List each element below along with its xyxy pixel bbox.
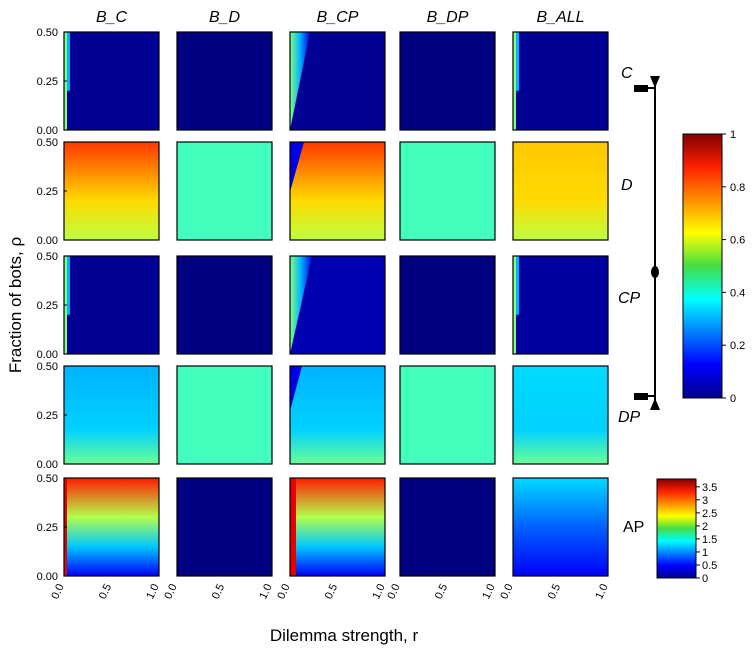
- oval-marker: [651, 266, 659, 278]
- heatmap-cell: [399, 141, 496, 241]
- heatmap-cell: [289, 31, 386, 131]
- x-tick-label: 0.5: [210, 582, 227, 601]
- column-title: B_ALL: [536, 9, 584, 26]
- y-tick-label: 0.25: [37, 300, 58, 312]
- colorbar-tick-label: 0.4: [730, 287, 745, 299]
- y-tick-label: 0.50: [37, 251, 58, 263]
- y-tick-label: 0.25: [37, 410, 58, 422]
- heatmap-cell: [512, 365, 609, 465]
- colorbar-ap-tick-label: 2: [702, 521, 708, 533]
- colorbar-ap-tick-label: 2.5: [702, 508, 717, 520]
- heatmap-cell: [289, 477, 386, 577]
- colorbar-ap-tick-label: 3: [702, 495, 708, 507]
- row-label: D: [621, 177, 633, 194]
- x-tick-label: 1.0: [144, 582, 161, 601]
- y-tick-label: 0.25: [37, 76, 58, 88]
- x-tick-label: 0.5: [323, 582, 340, 601]
- heatmap-cell: [512, 477, 609, 577]
- colorbar-ap-tick-label: 1: [702, 547, 708, 559]
- y-tick-label: 0.00: [37, 459, 58, 471]
- heatmap-cell: [289, 141, 386, 241]
- colorbar-ap-tick-label: 0.5: [702, 560, 717, 572]
- y-tick-label: 0.25: [37, 522, 58, 534]
- bar-marker-c: [634, 85, 648, 92]
- y-tick-label: 0.50: [37, 473, 58, 485]
- colorbar-tick-label: 0: [730, 393, 736, 405]
- y-tick-label: 0.50: [37, 137, 58, 149]
- heatmap-cell: [289, 365, 386, 465]
- x-axis-label: Dilemma strength, r: [270, 626, 419, 645]
- row-label: C: [621, 65, 633, 82]
- column-title: B_CP: [317, 9, 359, 26]
- heatmap-cell: [176, 365, 273, 465]
- heatmap-cell: [399, 477, 496, 577]
- heatmap-cell: [176, 477, 273, 577]
- heatmap-cell: [63, 255, 160, 355]
- heatmap-cell: [63, 477, 160, 577]
- colorbar-tick-label: 0.8: [730, 182, 745, 194]
- heatmap-cell: [399, 255, 496, 355]
- x-tick-label: 0.5: [97, 582, 114, 601]
- heatmap-cell: [176, 31, 273, 131]
- column-title: B_DP: [427, 9, 469, 26]
- colorbar-ap-tick-label: 3.5: [702, 482, 717, 494]
- row-label: CP: [618, 290, 641, 307]
- heatmap-cell: [63, 141, 160, 241]
- x-tick-label: 1.0: [593, 582, 610, 601]
- x-tick-label: 0.0: [275, 582, 292, 601]
- y-axis-label: Fraction of bots, ρ: [6, 237, 25, 373]
- x-tick-label: 0.5: [433, 582, 450, 601]
- colorbar-tick-label: 1: [730, 129, 736, 141]
- y-tick-label: 0.00: [37, 349, 58, 361]
- y-tick-label: 0.50: [37, 361, 58, 373]
- x-tick-label: 1.0: [257, 582, 274, 601]
- heatmap-cell: [176, 255, 273, 355]
- heatmap-cell: [512, 31, 609, 131]
- y-tick-label: 0.50: [37, 27, 58, 39]
- strategy-simplex-diagram: [634, 76, 660, 410]
- bar-marker-dp: [634, 393, 648, 400]
- heatmap-cell: [399, 31, 496, 131]
- column-title: B_D: [209, 9, 241, 26]
- heatmap-cell: [289, 255, 386, 355]
- x-tick-label: 0.0: [385, 582, 402, 601]
- x-tick-label: 1.0: [480, 582, 497, 601]
- x-tick-label: 0.0: [162, 582, 179, 601]
- heatmap-cell: [512, 255, 609, 355]
- colorbar-tick-label: 0.6: [730, 235, 745, 247]
- triangle-marker-bottom: [650, 398, 660, 410]
- heatmap-cell: [176, 141, 273, 241]
- row-label: DP: [618, 409, 641, 426]
- y-tick-label: 0.00: [37, 125, 58, 137]
- x-tick-label: 0.0: [49, 582, 66, 601]
- y-tick-label: 0.25: [37, 186, 58, 198]
- colorbar-ap-tick-label: 1.5: [702, 534, 717, 546]
- row-label: AP: [623, 519, 644, 536]
- heatmap-cell: [399, 365, 496, 465]
- x-tick-label: 0.5: [546, 582, 563, 601]
- y-tick-label: 0.00: [37, 235, 58, 247]
- y-tick-label: 0.00: [37, 571, 58, 583]
- heatmap-cell: [63, 31, 160, 131]
- colorbar-tick-label: 0.2: [730, 340, 745, 352]
- x-tick-label: 0.0: [498, 582, 515, 601]
- colorbar-fraction: 0 0.2 0.4 0.6 0.8 1: [682, 129, 745, 405]
- column-title: B_C: [96, 9, 128, 26]
- x-tick-label: 1.0: [370, 582, 387, 601]
- heatmap-cell: [512, 141, 609, 241]
- heatmap-cell: [63, 365, 160, 465]
- colorbar-ap-tick-label: 0: [702, 573, 708, 585]
- triangle-marker-top: [650, 76, 660, 88]
- colorbar-ap: 00.511.522.533.5: [656, 478, 717, 585]
